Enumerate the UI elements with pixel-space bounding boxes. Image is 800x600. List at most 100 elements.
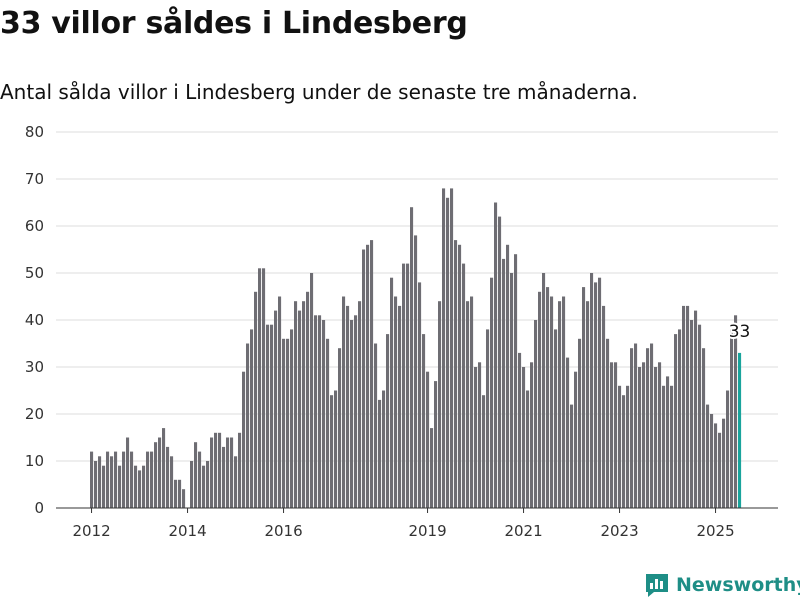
bar (674, 334, 678, 508)
bar (454, 240, 458, 508)
bar (266, 324, 270, 508)
bar (490, 277, 494, 508)
bar (134, 465, 138, 508)
newsworthy-logo-icon (646, 574, 668, 597)
bar (382, 390, 386, 508)
bar (182, 489, 186, 508)
bar (430, 428, 434, 508)
bar (106, 451, 110, 508)
x-tick-label: 2012 (72, 522, 110, 540)
bar (626, 385, 630, 508)
bar (386, 334, 390, 508)
bar (374, 343, 378, 508)
bar (206, 461, 210, 508)
bar (202, 465, 206, 508)
bar (506, 244, 510, 509)
bar (562, 296, 566, 508)
bar (434, 381, 438, 508)
x-tick-label: 2025 (696, 522, 734, 540)
bar (242, 371, 246, 508)
latest-value-label: 33 (729, 322, 751, 342)
bar (338, 348, 342, 508)
bar (366, 244, 370, 509)
y-tick-label: 30 (25, 358, 44, 376)
bar (542, 273, 546, 508)
bar (450, 188, 454, 508)
y-axis-ticks: 0 10 20 30 40 50 60 70 80 (25, 123, 44, 517)
bar (734, 315, 738, 508)
bar (634, 343, 638, 508)
bar (282, 338, 286, 508)
bar (198, 451, 202, 508)
bar (162, 428, 166, 508)
bar (138, 470, 142, 508)
bar (418, 282, 422, 508)
bar (402, 263, 406, 508)
bar (426, 371, 430, 508)
bar (326, 338, 330, 508)
bar (390, 277, 394, 508)
bar (378, 399, 382, 508)
bar (398, 305, 402, 508)
bar (466, 301, 470, 508)
bar (270, 324, 274, 508)
bar (166, 446, 170, 508)
bar (510, 273, 514, 508)
bar (178, 479, 182, 508)
bar (90, 451, 94, 508)
bar (714, 423, 718, 508)
bar (606, 338, 610, 508)
bar (470, 296, 474, 508)
x-tick-label: 2016 (264, 522, 302, 540)
bar (410, 207, 414, 508)
bar (146, 451, 150, 508)
bar (594, 282, 598, 508)
bar (638, 367, 642, 508)
bar (234, 456, 238, 508)
bar (482, 395, 486, 508)
bar (682, 305, 686, 508)
bar (218, 432, 222, 508)
bar (406, 263, 410, 508)
bar (126, 437, 130, 508)
bar (294, 301, 298, 508)
bar (358, 301, 362, 508)
bar (330, 395, 334, 508)
bar (550, 296, 554, 508)
bar (194, 442, 198, 508)
chart-subtitle: Antal sålda villor i Lindesberg under de… (0, 80, 638, 104)
bar (438, 301, 442, 508)
bar (394, 296, 398, 508)
bar (210, 437, 214, 508)
bar (334, 390, 338, 508)
bar (534, 320, 538, 508)
bar (566, 357, 570, 508)
bar (518, 352, 522, 508)
bar (190, 461, 194, 508)
bar (650, 343, 654, 508)
bar (98, 456, 102, 508)
bar (150, 451, 154, 508)
bar (310, 273, 314, 508)
bar-latest (738, 352, 742, 508)
bar (658, 362, 662, 508)
bar (646, 348, 650, 508)
bar (230, 437, 234, 508)
bar (666, 376, 670, 508)
bar (690, 320, 694, 508)
y-tick-label: 80 (25, 123, 44, 141)
bar (170, 456, 174, 508)
bar (678, 329, 682, 508)
newsworthy-logo[interactable]: Newsworthy (644, 570, 800, 600)
bar (158, 437, 162, 508)
bar (258, 268, 262, 508)
bar (462, 263, 466, 508)
bar (222, 446, 226, 508)
bar (342, 296, 346, 508)
bar (654, 367, 658, 508)
bar (618, 385, 622, 508)
bar (530, 362, 534, 508)
bar (350, 320, 354, 508)
bar (442, 188, 446, 508)
